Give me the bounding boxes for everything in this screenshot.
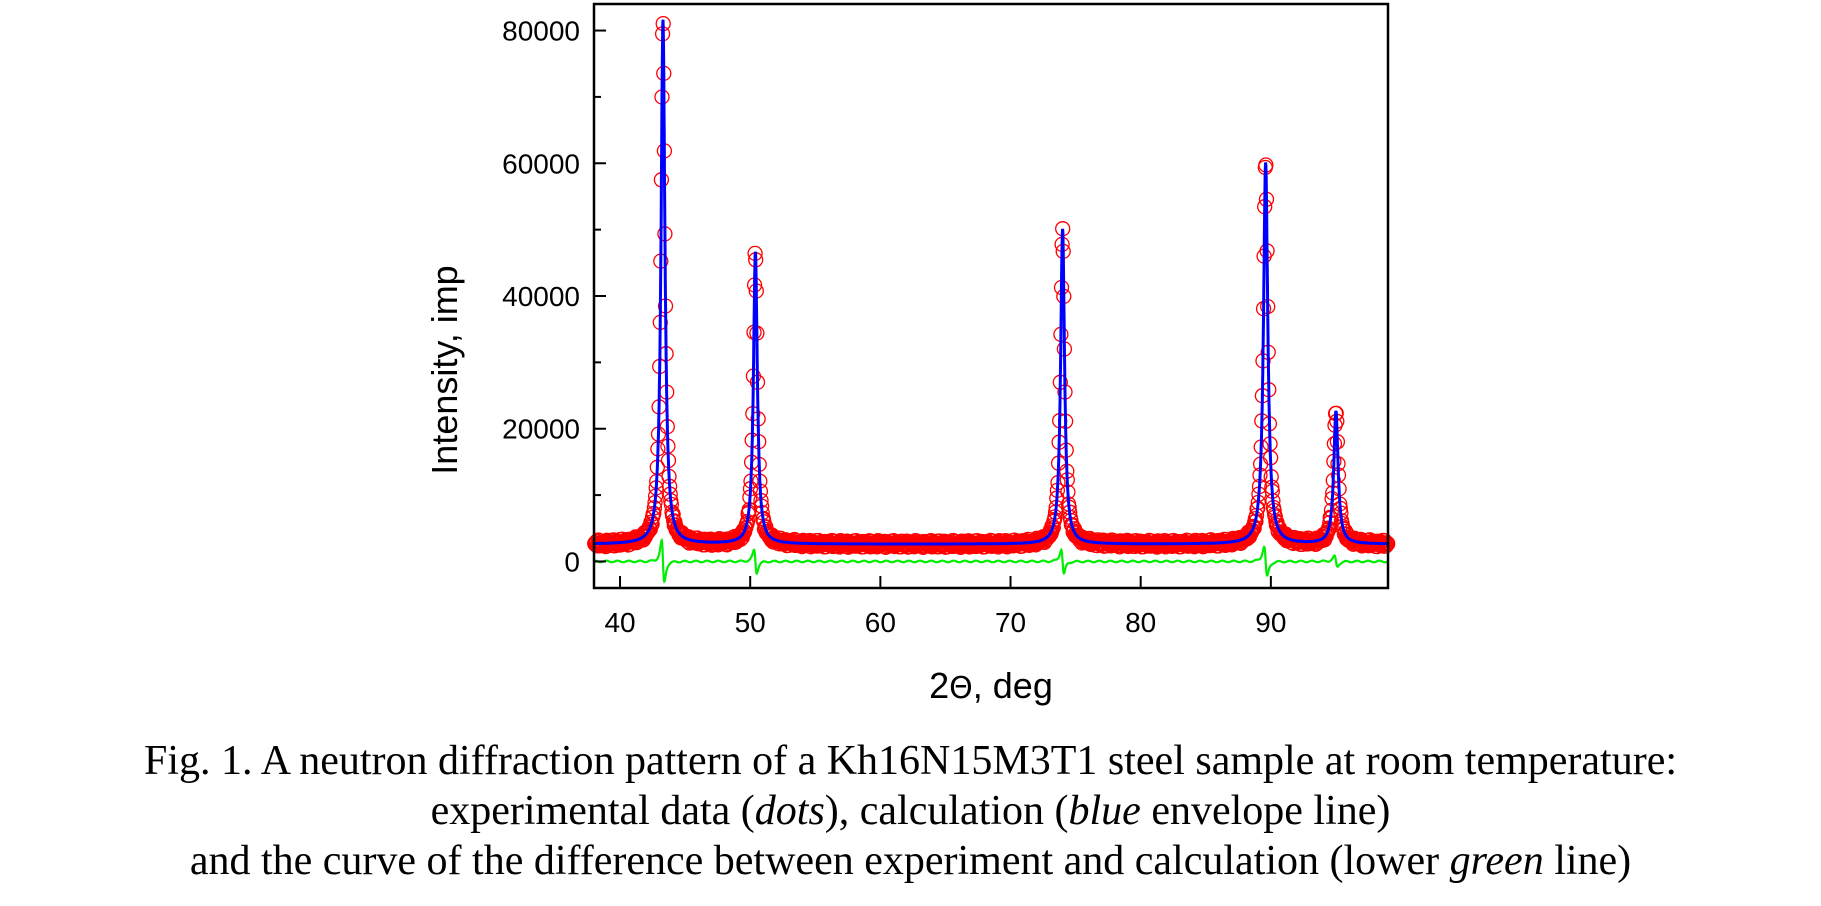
axis-ticks: 40 50 60 70 80 90 0 20000 40000 60000 80000: [502, 16, 1286, 638]
y-axis-title: Intensity, imp: [424, 265, 465, 474]
caption-line-1: Fig. 1. A neutron diffraction pattern of…: [143, 738, 1678, 784]
caption-line-2: experimental data (dots), calculation (b…: [0, 786, 1821, 836]
x-axis-title-suffix: , deg: [973, 665, 1053, 706]
caption-dots-term: dots: [754, 788, 825, 834]
calculated-line: [594, 19, 1388, 546]
y-tick-label: 60000: [502, 148, 580, 179]
observed-point: [735, 527, 751, 543]
x-tick-label: 90: [1255, 607, 1286, 638]
caption-green-term: green: [1449, 838, 1544, 884]
y-tick-label: 20000: [502, 414, 580, 445]
caption-blue-term: blue: [1068, 788, 1141, 834]
x-axis-title: 2Θ, deg: [929, 665, 1053, 706]
x-axis-title-prefix: 2: [929, 665, 949, 706]
plot-area: [587, 15, 1396, 584]
x-tick-label: 60: [865, 607, 896, 638]
caption-line-2-pre: experimental data (: [430, 788, 755, 834]
x-tick-label: 80: [1125, 607, 1156, 638]
observed-series: [587, 15, 1396, 556]
difference-line: [593, 537, 1389, 584]
x-axis-title-symbol: Θ: [949, 671, 973, 706]
x-tick-label: 70: [995, 607, 1026, 638]
caption-line-3: and the curve of the difference between …: [0, 836, 1821, 886]
caption-line-3-pre: and the curve of the difference between …: [189, 838, 1450, 884]
y-tick-label: 0: [564, 546, 580, 577]
x-tick-label: 40: [604, 607, 635, 638]
figure-caption: Fig. 1. A neutron diffraction pattern of…: [0, 736, 1821, 886]
y-tick-label: 80000: [502, 16, 580, 47]
caption-line-2-mid: ), calculation (: [824, 788, 1069, 834]
caption-line-2-post: envelope line): [1140, 788, 1391, 834]
y-tick-label: 40000: [502, 281, 580, 312]
x-tick-label: 50: [735, 607, 766, 638]
caption-line-3-post: line): [1543, 838, 1632, 884]
diffraction-chart: 40 50 60 70 80 90 0 20000 40000 60000 80000 2Θ, de…: [424, 2, 1396, 706]
